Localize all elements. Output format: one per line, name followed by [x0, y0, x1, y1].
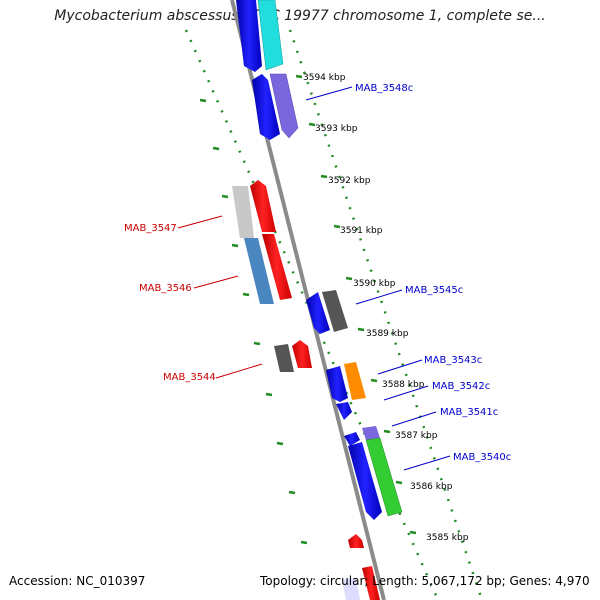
gene-arrow: [306, 292, 330, 334]
label-leaders: [177, 86, 451, 471]
tick-label: 3586 kbp: [410, 482, 453, 492]
gene-arrow: [342, 578, 360, 600]
gene-arrow: [348, 442, 382, 520]
gene-arrow: [232, 186, 254, 238]
gene-label: MAB_3546: [139, 283, 192, 294]
gene-label: MAB_3547: [124, 223, 177, 234]
gene-arrow: [362, 566, 380, 600]
tick-label: 3590 kbp: [353, 279, 396, 289]
gene-arrow: [336, 402, 352, 420]
gene-labels[interactable]: MAB_3548c MAB_3547 MAB_3546 MAB_3545c MA…: [124, 83, 511, 463]
gene-label: MAB_3543c: [424, 355, 482, 366]
tick-label: 3588 kbp: [382, 380, 425, 390]
genome-summary: Topology: circular; Length: 5,067,172 bp…: [260, 574, 590, 588]
gene-arrow: [250, 180, 276, 232]
tick-label: 3585 kbp: [426, 533, 469, 543]
gene-arrow: [326, 366, 348, 402]
map-title: Mycobacterium abscessus ATCC 19977 chrom…: [54, 8, 546, 24]
tick-label: 3589 kbp: [366, 329, 409, 339]
gene-arrow: [252, 74, 280, 140]
gene-label: MAB_3548c: [355, 83, 413, 94]
gene-label: MAB_3542c: [432, 381, 490, 392]
tick-labels: 3594 kbp 3593 kbp 3592 kbp 3591 kbp 3590…: [303, 73, 469, 543]
gene-label: MAB_3545c: [405, 285, 463, 296]
gene-arrow: [348, 534, 364, 548]
gene-arrow: [292, 340, 312, 368]
gene-label: MAB_3540c: [453, 452, 511, 463]
tick-label: 3592 kbp: [328, 176, 371, 186]
tick-label: 3594 kbp: [303, 73, 346, 83]
gene-arrow: [344, 432, 360, 446]
gene-arrow: [365, 437, 403, 517]
gene-arrow: [362, 426, 380, 440]
gene-arrow: [262, 234, 292, 300]
gene-label: MAB_3544: [163, 372, 216, 383]
gene-arrow: [257, 0, 284, 71]
gene-arrow: [344, 362, 366, 400]
tick-label: 3593 kbp: [315, 124, 358, 134]
gene-features[interactable]: [232, 0, 403, 600]
gene-arrow: [236, 0, 262, 72]
gene-label: MAB_3541c: [440, 407, 498, 418]
left-tick-marks: [199, 98, 308, 545]
gene-arrow: [274, 344, 294, 372]
gene-arrow: [322, 290, 348, 332]
gene-arrow: [244, 238, 274, 304]
right-tick-marks: [295, 74, 417, 535]
accession-value: NC_010397: [76, 574, 146, 588]
accession-label: Accession:: [9, 574, 73, 588]
gene-arrow: [269, 73, 299, 139]
tick-label: 3587 kbp: [395, 431, 438, 441]
outer-track-guide-right: [288, 29, 484, 600]
tick-label: 3591 kbp: [340, 226, 383, 236]
accession-info: Accession: NC_010397: [9, 574, 145, 588]
